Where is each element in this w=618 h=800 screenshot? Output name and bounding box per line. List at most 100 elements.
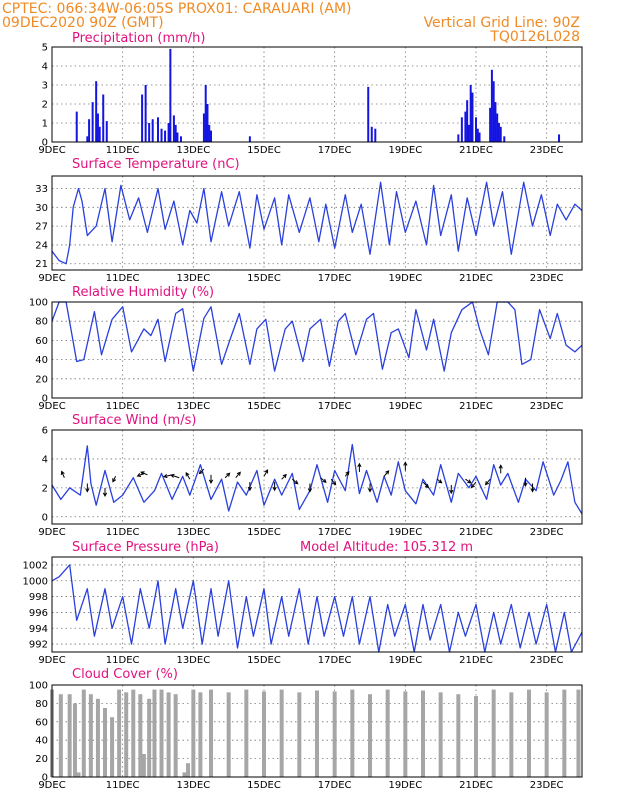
bar: [202, 113, 205, 142]
bar: [490, 69, 493, 142]
wind-arrow-head: [112, 478, 117, 483]
bar: [105, 121, 108, 142]
y-tick-label: 80: [35, 317, 48, 328]
bar: [350, 689, 355, 777]
wind-arrow: [471, 481, 477, 488]
y-tick-label: 994: [29, 624, 48, 635]
bar: [262, 691, 266, 777]
x-tick-label: 17DEC: [318, 527, 352, 538]
bar: [174, 124, 177, 142]
x-tick-label: 9DEC: [38, 655, 65, 666]
wind-arrow: [281, 474, 287, 480]
temp-frame: [51, 175, 583, 271]
wind-arrow-head: [264, 469, 269, 474]
x-tick-label: 9DEC: [38, 780, 65, 791]
wind-arrow-head: [322, 478, 327, 483]
bar: [210, 130, 212, 142]
y-tick-label: 60: [35, 717, 48, 728]
pressure-title: Surface Pressure (hPa): [72, 540, 219, 555]
bar: [95, 81, 98, 142]
x-tick-label: 15DEC: [247, 780, 281, 791]
bar: [489, 107, 492, 142]
wind-arrow: [185, 472, 191, 480]
wind-arrow-head: [60, 470, 65, 475]
wind-arrow-head: [136, 473, 142, 477]
bar: [494, 102, 497, 142]
series-line: [51, 564, 583, 653]
x-tick-label: 23DEC: [530, 145, 564, 156]
bar: [102, 94, 105, 142]
x-tick-label: 13DEC: [176, 655, 210, 666]
bar: [226, 692, 231, 777]
model-id: TQ0126L028: [489, 29, 580, 45]
y-tick-label: 30: [35, 203, 48, 214]
bar: [474, 696, 478, 777]
grid-line-info: Vertical Grid Line: 90Z: [424, 15, 580, 31]
bar: [385, 689, 390, 777]
wind-arrow: [199, 468, 205, 474]
x-tick-label: 19DEC: [388, 655, 422, 666]
wind-arrow: [291, 478, 298, 485]
wind-arrow: [465, 478, 472, 484]
x-tick-label: 23DEC: [530, 780, 564, 791]
bar: [191, 689, 196, 777]
wind-arrow-head: [198, 470, 203, 475]
x-tick-label: 15DEC: [247, 401, 281, 412]
humidity-frame: [51, 301, 583, 399]
bar: [403, 691, 408, 777]
x-tick-label: 21DEC: [459, 145, 493, 156]
bar: [503, 136, 506, 142]
bar: [467, 124, 470, 142]
y-tick-label: 27: [35, 222, 48, 233]
bar: [374, 128, 377, 142]
x-tick-label: 19DEC: [388, 145, 422, 156]
y-tick-label: 2: [42, 100, 48, 111]
x-tick-label: 21DEC: [459, 527, 493, 538]
x-tick-label: 23DEC: [530, 273, 564, 284]
cloud-frame: [51, 684, 583, 778]
wind-arrow-head: [272, 486, 277, 492]
bar: [558, 134, 561, 142]
y-tick-label: 6: [42, 426, 48, 437]
y-tick-label: 0: [42, 138, 48, 149]
x-tick-label: 17DEC: [318, 780, 352, 791]
bar: [169, 48, 172, 142]
wind-arrow: [140, 471, 148, 476]
x-tick-label: 23DEC: [530, 401, 564, 412]
bar: [157, 117, 159, 142]
wind-arrow-head: [247, 486, 252, 492]
wind-arrow-head: [470, 483, 475, 489]
bar: [147, 698, 152, 777]
x-tick-label: 9DEC: [38, 527, 65, 538]
x-tick-label: 19DEC: [388, 780, 422, 791]
bar: [88, 694, 93, 777]
wind-arrow: [61, 471, 65, 478]
wind-arrow-head: [357, 462, 362, 468]
wind-arrow-head: [530, 488, 535, 493]
humidity-panel: 9DEC 11DEC 13DEC 15DEC 17DEC 19DEC 21DEC 23DEC 0…: [29, 298, 583, 412]
y-tick-label: 998: [29, 592, 48, 603]
y-tick-label: 40: [35, 736, 48, 747]
wind-arrow: [263, 469, 269, 477]
precip-frame: [51, 46, 583, 143]
x-tick-label: 17DEC: [318, 273, 352, 284]
bar: [499, 126, 502, 142]
bar: [492, 81, 495, 142]
y-tick-label: 21: [35, 259, 48, 270]
bar: [160, 128, 163, 142]
bar: [166, 692, 171, 777]
y-tick-label: 60: [35, 336, 48, 347]
y-tick-label: 996: [29, 608, 48, 619]
x-tick-label: 9DEC: [38, 273, 65, 284]
x-tick-label: 19DEC: [388, 273, 422, 284]
y-tick-label: 100: [29, 298, 48, 309]
bar: [244, 689, 249, 777]
temp-panel: 9DEC 11DEC 13DEC 15DEC 17DEC 19DEC 21DEC 23DEC 2…: [35, 175, 583, 284]
bar: [279, 689, 284, 777]
bar: [75, 111, 78, 142]
bar: [471, 92, 474, 142]
x-tick-label: 13DEC: [176, 527, 210, 538]
bar: [98, 126, 101, 142]
y-tick-label: 3: [42, 81, 48, 92]
x-tick-label: 21DEC: [459, 273, 493, 284]
